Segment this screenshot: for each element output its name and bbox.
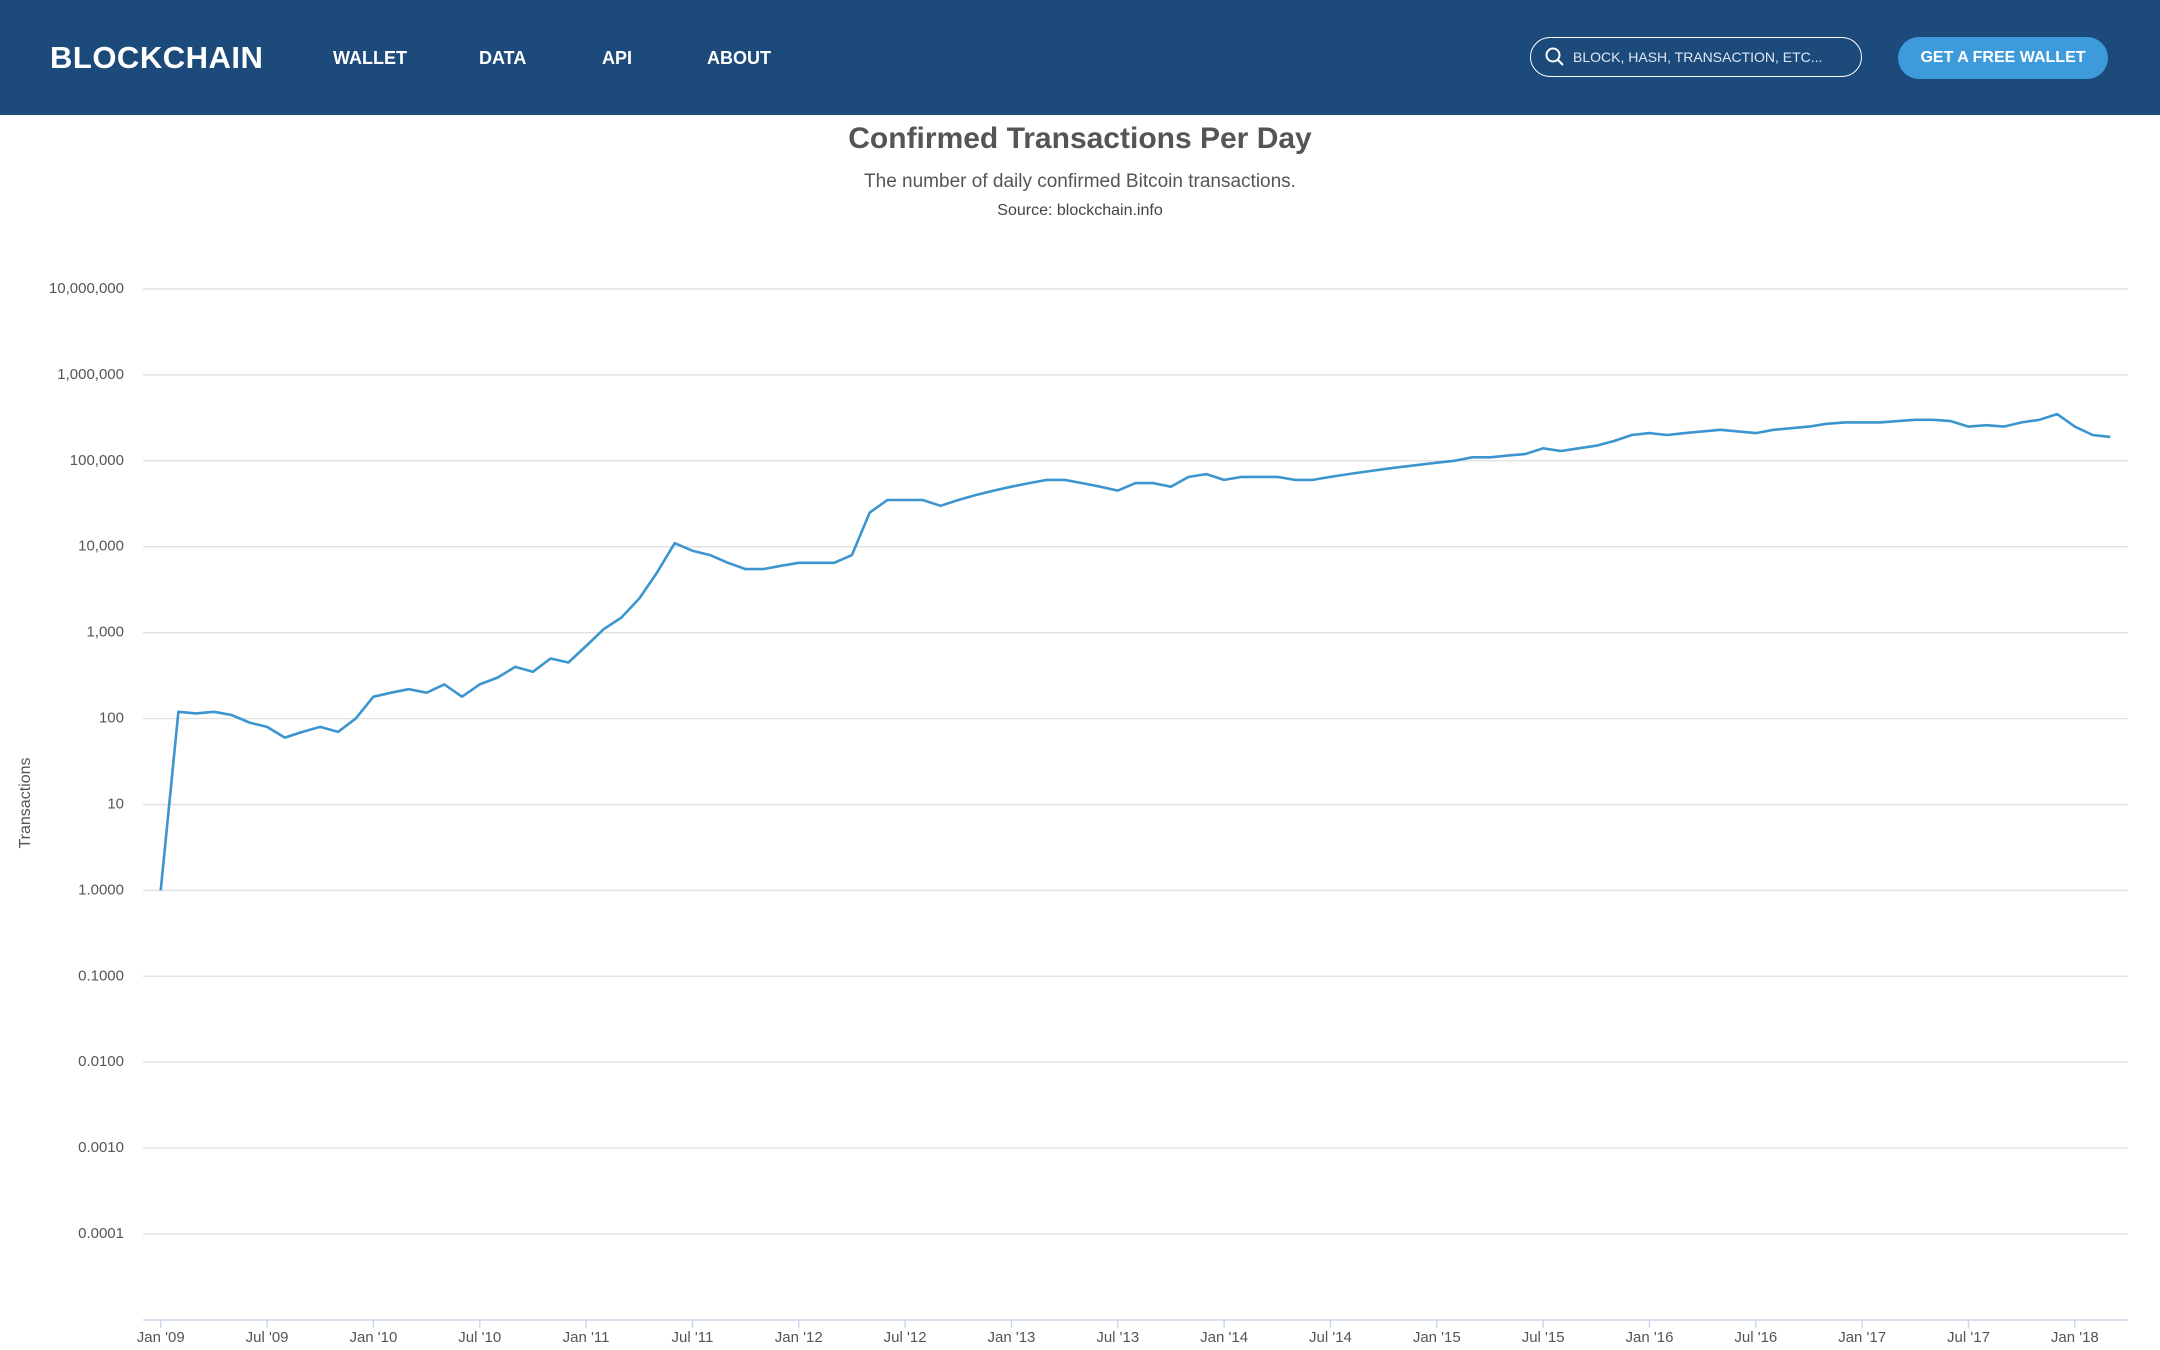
y-tick-label: 10,000,000 bbox=[49, 280, 124, 297]
x-tick-label: Jan '10 bbox=[349, 1329, 397, 1346]
x-tick-label: Jan '16 bbox=[1626, 1329, 1674, 1346]
x-tick-label: Jul '10 bbox=[458, 1329, 501, 1346]
y-tick-label: 0.1000 bbox=[78, 967, 124, 984]
x-tick-label: Jul '11 bbox=[672, 1329, 714, 1346]
x-tick-label: Jul '13 bbox=[1096, 1329, 1139, 1346]
search-box[interactable]: BLOCK, HASH, TRANSACTION, ETC... bbox=[1530, 37, 1862, 77]
x-tick-label: Jan '13 bbox=[987, 1329, 1035, 1346]
header: BLOCKCHAIN WALLET DATA API ABOUT BLOCK, … bbox=[0, 0, 2160, 115]
y-axis-label: Transactions bbox=[17, 758, 34, 849]
x-tick-label: Jul '17 bbox=[1947, 1329, 1990, 1346]
brand[interactable]: BLOCKCHAIN bbox=[50, 40, 264, 75]
nav-item[interactable]: WALLET bbox=[333, 48, 407, 68]
y-tick-label: 0.0100 bbox=[78, 1053, 124, 1070]
chart: Confirmed Transactions Per Day The numbe… bbox=[17, 122, 2128, 1346]
x-tick-label: Jan '09 bbox=[137, 1329, 185, 1346]
nav-item[interactable]: DATA bbox=[479, 48, 527, 68]
nav-item[interactable]: API bbox=[602, 48, 633, 68]
y-tick-label: 10,000 bbox=[78, 538, 124, 555]
x-tick-label: Jul '16 bbox=[1734, 1329, 1777, 1346]
y-tick-label: 1.0000 bbox=[78, 881, 124, 898]
x-tick-label: Jan '15 bbox=[1413, 1329, 1461, 1346]
y-tick-label: 100 bbox=[99, 710, 124, 727]
x-tick-label: Jul '14 bbox=[1309, 1329, 1352, 1346]
y-tick-label: 1,000 bbox=[86, 624, 124, 641]
chart-title: Confirmed Transactions Per Day bbox=[848, 122, 1312, 155]
y-tick-label: 1,000,000 bbox=[57, 366, 124, 383]
x-tick-label: Jan '14 bbox=[1200, 1329, 1248, 1346]
x-tick-label: Jan '17 bbox=[1838, 1329, 1886, 1346]
wallet-button[interactable]: GET A FREE WALLET bbox=[1898, 37, 2108, 79]
y-tick-label: 0.0001 bbox=[78, 1225, 124, 1242]
search-placeholder: BLOCK, HASH, TRANSACTION, ETC... bbox=[1573, 49, 1823, 65]
x-tick-label: Jan '11 bbox=[563, 1329, 610, 1346]
data-line bbox=[159, 412, 2111, 891]
search-icon bbox=[1545, 47, 1564, 66]
y-tick-label: 0.0010 bbox=[78, 1139, 124, 1156]
x-tick-label: Jan '18 bbox=[2051, 1329, 2099, 1346]
nav-item[interactable]: ABOUT bbox=[707, 48, 771, 68]
y-tick-label: 10 bbox=[107, 795, 124, 812]
x-tick-label: Jan '12 bbox=[775, 1329, 823, 1346]
y-tick-label: 100,000 bbox=[70, 452, 124, 469]
chart-subtitle: The number of daily confirmed Bitcoin tr… bbox=[864, 171, 1296, 192]
x-tick-label: Jul '15 bbox=[1522, 1329, 1565, 1346]
x-tick-label: Jul '09 bbox=[246, 1329, 289, 1346]
chart-source: Source: blockchain.info bbox=[997, 202, 1163, 219]
x-tick-label: Jul '12 bbox=[884, 1329, 927, 1346]
